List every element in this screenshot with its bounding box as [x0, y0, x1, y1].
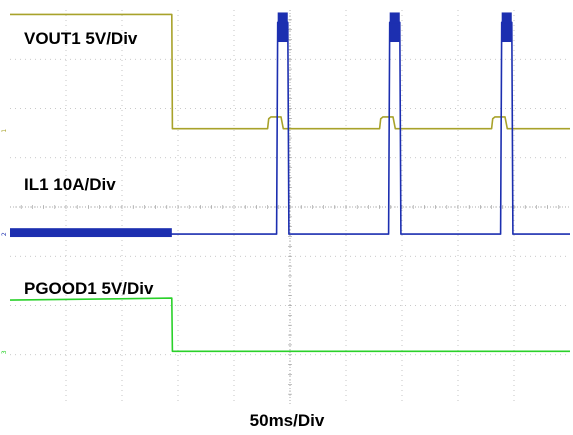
scope-traces: [9, 12, 570, 353]
il1-thick-band: [10, 228, 172, 238]
scope-graticule: [10, 10, 570, 404]
vout1-trace-label: VOUT1 5V/Div: [24, 29, 138, 48]
il1-trace-label: IL1 10A/Div: [24, 175, 116, 194]
time-base-label: 50ms/Div: [250, 411, 325, 430]
channel-3-ground-marker: 3: [1, 350, 8, 354]
il1-pulse-peak: [277, 12, 288, 43]
pgood1-trace: [9, 297, 570, 353]
channel-1-ground-marker: 1: [1, 129, 8, 133]
il1-pulse-peak: [389, 12, 400, 43]
vout1-trace: [10, 13, 570, 130]
channel-ground-markers: 1 2 3: [1, 129, 8, 355]
il1-trace: [10, 21, 570, 235]
channel-2-ground-marker: 2: [1, 232, 8, 236]
il1-pulse-peak: [501, 12, 512, 43]
pgood1-trace-label: PGOOD1 5V/Div: [24, 279, 154, 298]
